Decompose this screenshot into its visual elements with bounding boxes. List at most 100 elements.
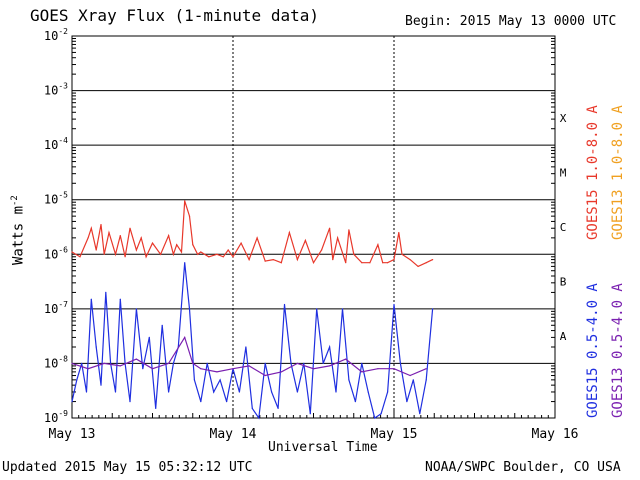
data-point (271, 391, 273, 393)
data-point (161, 324, 163, 326)
data-point (119, 365, 121, 367)
data-point (197, 253, 199, 255)
data-point (90, 227, 92, 229)
data-point (380, 413, 382, 415)
data-point (232, 256, 234, 258)
data-point (277, 407, 279, 409)
data-point (71, 251, 73, 253)
x-tick-label: May 15 (371, 427, 418, 442)
x-tick-label: May 13 (49, 427, 96, 442)
data-point (168, 362, 170, 364)
data-point (264, 362, 266, 364)
data-point (176, 244, 178, 246)
data-point (256, 237, 258, 239)
data-point (329, 227, 331, 229)
data-point (226, 401, 228, 403)
chart-title: GOES Xray Flux (1-minute data) (30, 6, 319, 25)
data-point (409, 374, 411, 377)
data-point (188, 215, 191, 217)
data-point (272, 259, 274, 261)
data-point (387, 391, 389, 393)
data-point (114, 391, 117, 393)
data-point (322, 362, 324, 364)
data-point (180, 251, 183, 253)
data-point (71, 401, 73, 403)
data-point (251, 407, 253, 409)
data-point (432, 308, 434, 310)
data-point (296, 391, 298, 393)
data-point (142, 368, 144, 370)
data-point (140, 237, 142, 239)
data-point (312, 368, 315, 370)
data-point (329, 346, 331, 348)
data-point (425, 379, 427, 381)
data-point (316, 308, 318, 310)
data-point (382, 262, 384, 264)
flare-class-m: M (560, 166, 567, 179)
data-point (348, 229, 350, 231)
y-tick-label: 10-6 (44, 245, 68, 261)
data-point (219, 379, 221, 381)
data-point (81, 362, 83, 364)
data-point (155, 407, 157, 409)
data-point (432, 259, 434, 261)
data-point (184, 262, 186, 264)
data-point (168, 391, 170, 393)
data-point (406, 401, 408, 403)
data-point (184, 200, 186, 202)
data-point (151, 242, 154, 244)
data-point (222, 256, 224, 258)
data-point (419, 413, 421, 415)
data-point (354, 401, 356, 403)
series-line-goes15-1-0-8-0-a (71, 200, 433, 268)
data-point (399, 362, 401, 364)
data-point (361, 362, 363, 364)
data-point (345, 358, 347, 360)
data-point (148, 336, 150, 338)
data-point (417, 265, 419, 267)
data-point (172, 362, 174, 364)
x-tick-label: May 14 (210, 427, 257, 442)
data-point (135, 358, 137, 360)
x-tick-label: May 16 (532, 427, 579, 442)
data-point (192, 362, 194, 364)
data-point (377, 368, 379, 370)
data-point (398, 232, 400, 234)
data-point (258, 417, 260, 419)
data-point (409, 259, 411, 261)
data-point (377, 244, 379, 246)
data-point (245, 346, 247, 348)
data-point (296, 259, 298, 261)
data-point (114, 253, 117, 255)
data-point (193, 379, 195, 381)
data-point (87, 237, 89, 239)
series-line-goes13-0-5-4-0-a (71, 335, 427, 377)
data-point (337, 237, 339, 239)
data-point (280, 262, 282, 264)
data-point (200, 368, 202, 370)
data-point (192, 244, 194, 246)
data-point (135, 249, 137, 251)
data-point (353, 253, 355, 255)
data-point (129, 401, 131, 403)
data-point (119, 235, 121, 237)
data-point (87, 368, 89, 370)
data-point (160, 253, 162, 255)
data-point (227, 249, 229, 251)
series-line-goes15-0-5-4-0-a (71, 262, 434, 420)
data-point (79, 256, 81, 258)
y-tick-label: 10-7 (44, 300, 68, 316)
data-point (401, 253, 403, 255)
data-point (105, 291, 107, 293)
data-point (367, 391, 369, 393)
data-point (296, 362, 298, 364)
data-point (283, 303, 286, 306)
data-point (232, 368, 234, 370)
data-point (216, 253, 218, 255)
data-point (290, 362, 292, 364)
data-point (304, 239, 306, 241)
data-point (172, 253, 174, 255)
data-point (103, 253, 105, 255)
x-axis-label: Universal Time (268, 440, 378, 455)
data-point (200, 251, 202, 253)
